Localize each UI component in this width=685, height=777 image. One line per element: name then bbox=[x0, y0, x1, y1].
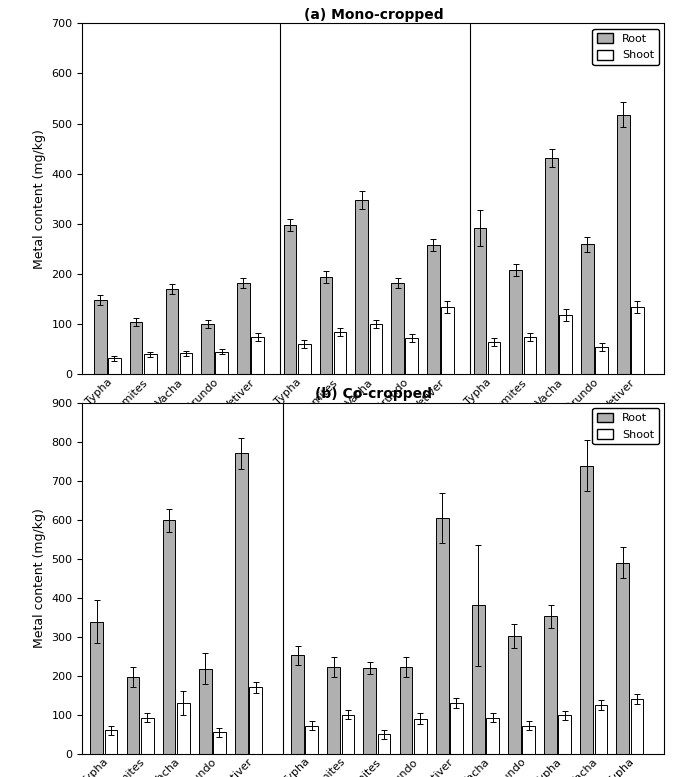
Bar bbox=[581, 244, 594, 375]
Text: Treatment: Treatment bbox=[337, 500, 410, 513]
Bar bbox=[414, 719, 427, 754]
Text: Cr 3.0ppm: Cr 3.0ppm bbox=[338, 469, 400, 482]
Bar bbox=[474, 228, 486, 375]
Bar bbox=[617, 115, 630, 375]
Bar bbox=[334, 332, 347, 375]
Bar bbox=[94, 300, 107, 375]
Bar bbox=[508, 636, 521, 754]
Bar bbox=[284, 225, 297, 375]
Bar bbox=[522, 726, 535, 754]
Bar bbox=[141, 718, 153, 754]
Bar bbox=[127, 677, 139, 754]
Bar bbox=[595, 705, 608, 754]
Bar bbox=[616, 563, 630, 754]
Title: (b) Co-cropped: (b) Co-cropped bbox=[315, 388, 432, 402]
Bar bbox=[488, 342, 501, 375]
Bar bbox=[213, 732, 226, 754]
Bar bbox=[90, 622, 103, 754]
Bar bbox=[369, 324, 382, 375]
Bar bbox=[306, 726, 319, 754]
Bar bbox=[486, 718, 499, 754]
Bar bbox=[199, 669, 212, 754]
Bar bbox=[166, 289, 178, 375]
Bar bbox=[406, 338, 418, 375]
Bar bbox=[472, 605, 485, 754]
Bar bbox=[249, 688, 262, 754]
Bar bbox=[235, 453, 248, 754]
Text: Cr 5.0ppm: Cr 5.0ppm bbox=[527, 469, 590, 482]
Bar bbox=[364, 668, 376, 754]
Bar bbox=[523, 337, 536, 375]
Y-axis label: Metal content (mg/kg): Metal content (mg/kg) bbox=[33, 508, 46, 648]
Title: (a) Mono-cropped: (a) Mono-cropped bbox=[303, 8, 443, 22]
Legend: Root, Shoot: Root, Shoot bbox=[593, 29, 659, 64]
Bar bbox=[631, 699, 643, 754]
Bar bbox=[179, 354, 192, 375]
Bar bbox=[427, 245, 440, 375]
Bar bbox=[595, 347, 608, 375]
Bar bbox=[450, 703, 463, 754]
Bar bbox=[558, 716, 571, 754]
Bar bbox=[105, 730, 117, 754]
Bar bbox=[545, 158, 558, 375]
Bar bbox=[320, 277, 332, 375]
Bar bbox=[391, 283, 404, 375]
Bar bbox=[291, 655, 304, 754]
Legend: Root, Shoot: Root, Shoot bbox=[593, 408, 659, 444]
Bar bbox=[163, 521, 175, 754]
Bar bbox=[631, 307, 644, 375]
Bar bbox=[399, 667, 412, 754]
Bar bbox=[436, 518, 449, 754]
Bar bbox=[177, 703, 190, 754]
Y-axis label: Metal content (mg/kg): Metal content (mg/kg) bbox=[33, 129, 46, 269]
Bar bbox=[237, 283, 250, 375]
Bar bbox=[580, 465, 593, 754]
Bar bbox=[377, 734, 390, 754]
Bar bbox=[201, 324, 214, 375]
Bar bbox=[298, 344, 310, 375]
Bar bbox=[544, 616, 557, 754]
Bar bbox=[560, 315, 572, 375]
Text: Cr 1.5ppm: Cr 1.5ppm bbox=[148, 469, 210, 482]
Bar bbox=[356, 200, 368, 375]
Bar bbox=[510, 270, 522, 375]
Bar bbox=[144, 354, 156, 375]
Bar bbox=[129, 322, 142, 375]
Bar bbox=[441, 307, 453, 375]
Bar bbox=[327, 667, 340, 754]
Bar bbox=[108, 358, 121, 375]
Bar bbox=[251, 337, 264, 375]
Bar bbox=[342, 715, 354, 754]
Bar bbox=[216, 352, 228, 375]
